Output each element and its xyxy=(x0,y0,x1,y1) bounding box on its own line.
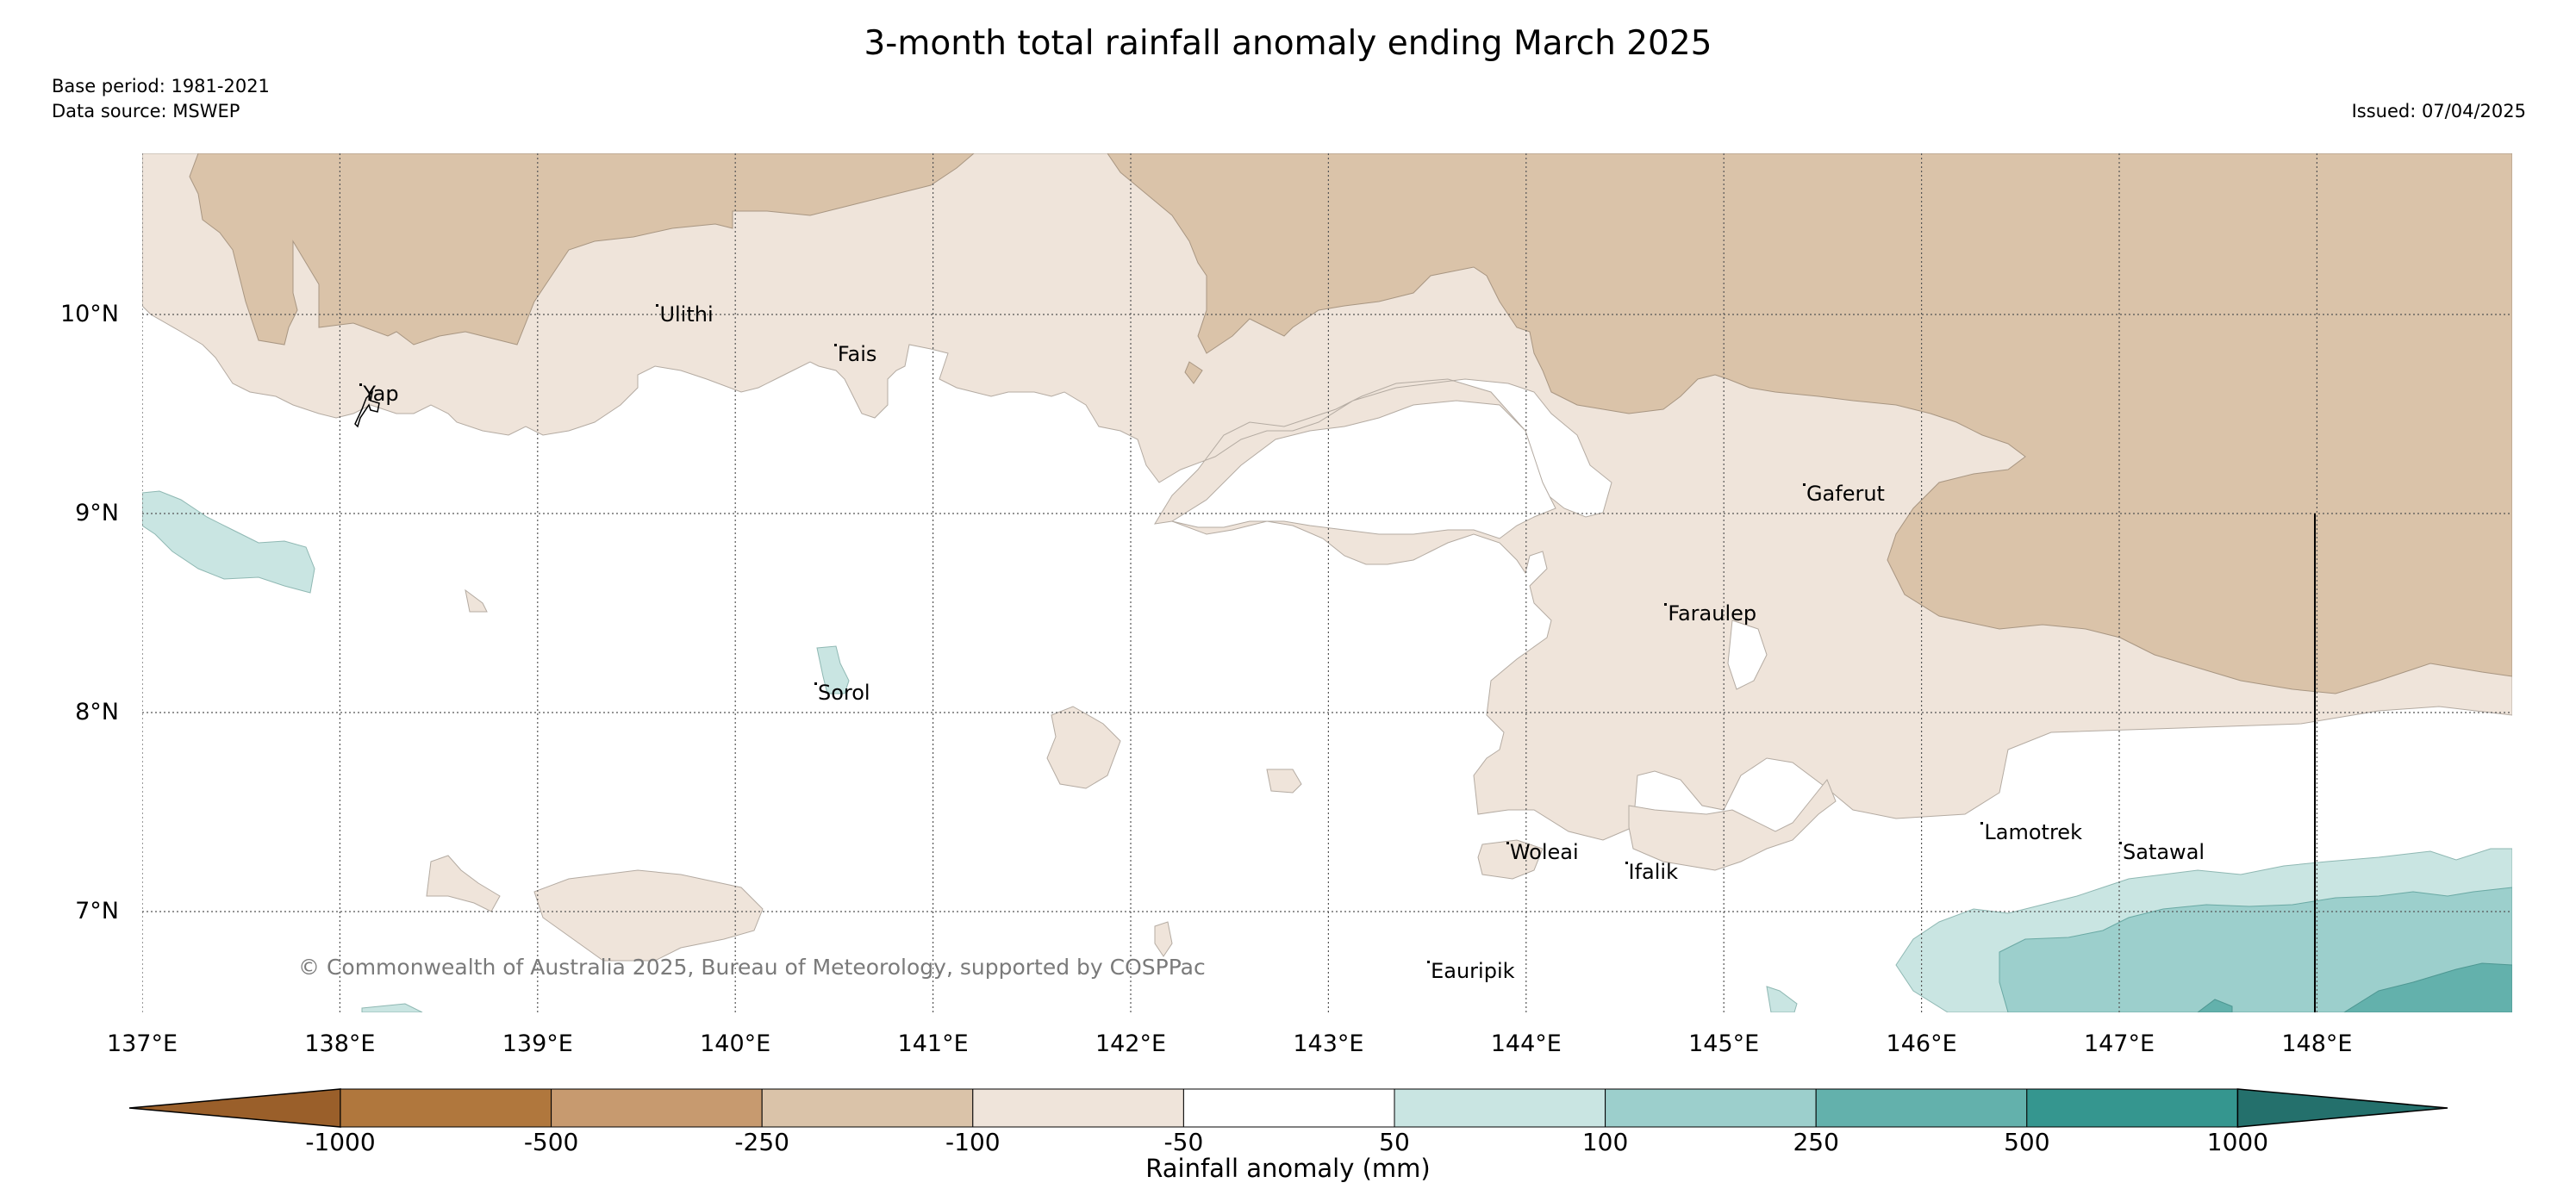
longitude-tick-label: 142°E xyxy=(1095,1030,1167,1057)
place-marker xyxy=(814,682,817,685)
longitude-tick-label: 141°E xyxy=(897,1030,969,1057)
anomaly-gap-white-2 xyxy=(1727,619,1768,690)
place-marker xyxy=(1802,482,1806,486)
place-label: Sorol xyxy=(817,680,870,705)
anomaly-region-wet-small-2 xyxy=(361,1003,423,1012)
place-label: Woleai xyxy=(1509,839,1579,864)
map-area xyxy=(142,153,2512,1012)
anomaly-region-dry-east xyxy=(1107,153,2512,694)
longitude-tick-label: 145°E xyxy=(1688,1030,1760,1057)
colorbar-segment xyxy=(761,1088,974,1128)
longitude-tick-label: 144°E xyxy=(1490,1030,1562,1057)
anomaly-region-wet-west xyxy=(142,490,315,594)
place-label: Fais xyxy=(837,342,877,367)
colorbar-tick-label: 50 xyxy=(1379,1128,1410,1156)
place-marker xyxy=(656,304,659,307)
latitude-tick-label: 8°N xyxy=(75,699,119,725)
colorbar-tick-label: 500 xyxy=(2004,1128,2050,1156)
place-marker xyxy=(1980,821,1984,825)
anomaly-region-wet-sorol xyxy=(816,645,850,694)
anomaly-region-wet-east-4 xyxy=(2197,999,2233,1012)
colorbar-segment xyxy=(2026,1088,2238,1128)
place-label: Ifalik xyxy=(1628,859,1678,884)
colorbar-extend-high xyxy=(2236,1088,2448,1128)
colorbar-tick-label: 100 xyxy=(1581,1128,1629,1156)
anomaly-patch-light-1 xyxy=(533,869,764,962)
anomaly-patch-light-3 xyxy=(465,588,488,613)
colorbar-tick-label: -1000 xyxy=(305,1128,376,1156)
colorbar-segment xyxy=(551,1088,763,1128)
place-label: Yap xyxy=(363,382,399,407)
anomaly-patch-light-8 xyxy=(1154,921,1173,957)
latitude-tick-label: 9°N xyxy=(75,500,119,526)
longitude-tick-label: 143°E xyxy=(1293,1030,1364,1057)
yap-island xyxy=(354,389,380,428)
place-marker xyxy=(1625,861,1628,864)
anomaly-patch-light-6 xyxy=(1628,779,1837,871)
place-label: Lamotrek xyxy=(1984,819,2082,844)
colorbar-tick-label: -100 xyxy=(945,1128,1001,1156)
place-marker xyxy=(1427,961,1431,964)
colorbar-title: Rainfall anomaly (mm) xyxy=(1145,1154,1431,1183)
place-marker xyxy=(1664,602,1668,606)
place-label: Gaferut xyxy=(1806,481,1885,506)
anomaly-gap-white xyxy=(1170,400,1556,539)
longitude-tick-label: 148°E xyxy=(2281,1030,2353,1057)
base-period: Base period: 1981-2021 xyxy=(52,76,270,96)
colorbar-segment xyxy=(1182,1088,1395,1128)
anomaly-region-wet-east-3 xyxy=(2343,962,2512,1012)
place-label: Faraulep xyxy=(1668,601,1757,626)
anomaly-region-wet-east-2 xyxy=(1999,887,2512,1012)
anomaly-patch-light-5 xyxy=(1266,769,1302,794)
place-label: Satawal xyxy=(2123,839,2205,864)
colorbar-segment xyxy=(1394,1088,1606,1128)
latitude-tick-label: 7°N xyxy=(75,898,119,924)
colorbar-tick-label: -250 xyxy=(734,1128,789,1156)
longitude-tick-label: 139°E xyxy=(502,1030,573,1057)
place-marker xyxy=(1506,841,1509,844)
longitude-tick-label: 137°E xyxy=(106,1030,178,1057)
anomaly-patch-light-4 xyxy=(1046,706,1121,789)
longitude-tick-label: 147°E xyxy=(2083,1030,2155,1057)
colorbar-segment xyxy=(340,1088,552,1128)
anomaly-patch-light-2 xyxy=(426,855,501,912)
longitude-tick-label: 140°E xyxy=(700,1030,771,1057)
place-marker xyxy=(833,344,837,347)
place-label: Eauripik xyxy=(1431,959,1515,984)
anomaly-region-wet-small xyxy=(1766,986,1798,1012)
colorbar-tick-label: -500 xyxy=(523,1128,579,1156)
map-title: 3-month total rainfall anomaly ending Ma… xyxy=(864,24,1712,63)
place-marker xyxy=(2119,841,2122,844)
place-label: Ulithi xyxy=(659,302,714,327)
colorbar-segment xyxy=(1815,1088,2028,1128)
colorbar-tick-label: 250 xyxy=(1793,1128,1839,1156)
copyright-notice: © Commonwealth of Australia 2025, Bureau… xyxy=(298,955,1206,980)
colorbar xyxy=(128,1088,2448,1128)
place-marker xyxy=(359,383,363,387)
issued-date: Issued: 07/04/2025 xyxy=(2351,101,2526,121)
latitude-tick-label: 10°N xyxy=(59,301,119,327)
longitude-tick-label: 146°E xyxy=(1886,1030,1957,1057)
map-gridlines xyxy=(142,153,2512,1012)
colorbar-extend-low xyxy=(128,1088,341,1128)
longitude-tick-label: 138°E xyxy=(304,1030,376,1057)
colorbar-segment xyxy=(972,1088,1184,1128)
anomaly-spot-dry xyxy=(1184,361,1203,384)
colorbar-tick-label: -50 xyxy=(1163,1128,1204,1156)
anomaly-region-dry-west xyxy=(189,153,975,345)
colorbar-tick-label: 1000 xyxy=(2206,1128,2269,1156)
data-source: Data source: MSWEP xyxy=(52,101,240,121)
colorbar-segment xyxy=(1605,1088,1817,1128)
